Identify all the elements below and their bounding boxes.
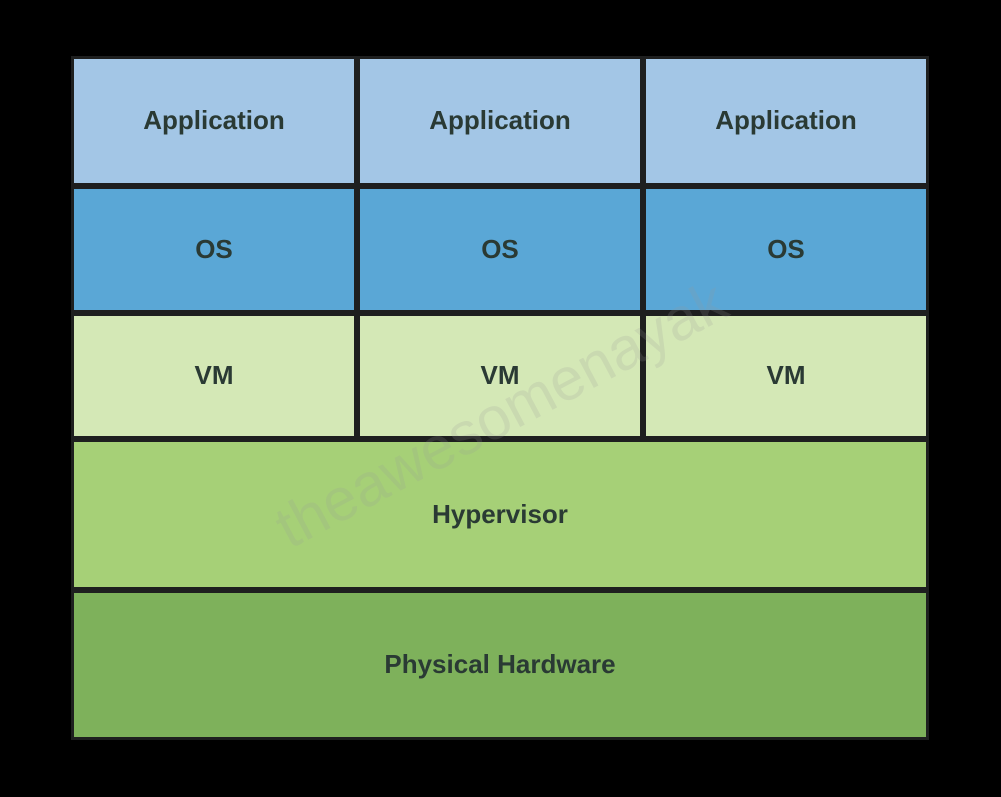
cell-vm-3: VM <box>643 313 929 440</box>
row-vm: VM VM VM <box>71 313 929 440</box>
cell-hardware: Physical Hardware <box>71 590 929 740</box>
label-hypervisor: Hypervisor <box>432 499 568 530</box>
cell-hypervisor: Hypervisor <box>71 439 929 589</box>
row-applications: Application Application Application <box>71 56 929 186</box>
row-hardware: Physical Hardware <box>71 590 929 740</box>
row-hypervisor: Hypervisor <box>71 439 929 589</box>
virtualization-stack-diagram: Application Application Application OS O… <box>71 56 929 740</box>
cell-vm-1: VM <box>71 313 357 440</box>
cell-application-1: Application <box>71 56 357 186</box>
cell-os-3: OS <box>643 186 929 313</box>
label-application-3: Application <box>715 105 857 136</box>
label-application-1: Application <box>143 105 285 136</box>
cell-vm-2: VM <box>357 313 643 440</box>
label-vm-2: VM <box>481 360 520 391</box>
label-application-2: Application <box>429 105 571 136</box>
label-vm-3: VM <box>767 360 806 391</box>
label-os-3: OS <box>767 234 805 265</box>
label-hardware: Physical Hardware <box>384 649 615 680</box>
label-os-2: OS <box>481 234 519 265</box>
label-os-1: OS <box>195 234 233 265</box>
cell-os-1: OS <box>71 186 357 313</box>
label-vm-1: VM <box>195 360 234 391</box>
cell-application-2: Application <box>357 56 643 186</box>
cell-os-2: OS <box>357 186 643 313</box>
row-os: OS OS OS <box>71 186 929 313</box>
cell-application-3: Application <box>643 56 929 186</box>
